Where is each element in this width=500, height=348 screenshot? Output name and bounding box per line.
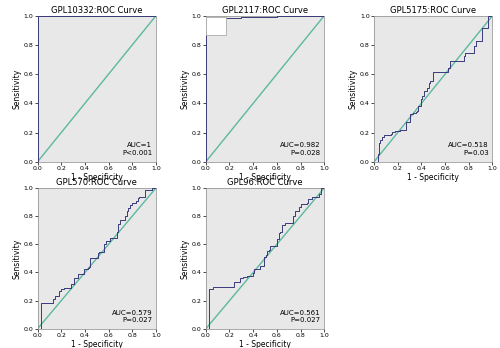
X-axis label: 1 - Specificity: 1 - Specificity <box>239 173 291 182</box>
Title: GPL570:ROC Curve: GPL570:ROC Curve <box>56 178 137 187</box>
Y-axis label: Sensitivity: Sensitivity <box>180 69 190 109</box>
Text: AUC=0.982
P=0.028: AUC=0.982 P=0.028 <box>280 142 320 156</box>
X-axis label: 1 - Specificity: 1 - Specificity <box>71 340 122 348</box>
Text: AUC=0.579
P=0.027: AUC=0.579 P=0.027 <box>112 310 152 323</box>
Y-axis label: Sensitivity: Sensitivity <box>349 69 358 109</box>
Title: GPL96:ROC Curve: GPL96:ROC Curve <box>227 178 303 187</box>
Text: AUC=0.561
P=0.027: AUC=0.561 P=0.027 <box>280 310 320 323</box>
Title: GPL2117:ROC Curve: GPL2117:ROC Curve <box>222 6 308 15</box>
X-axis label: 1 - Specificity: 1 - Specificity <box>408 173 459 182</box>
Text: AUC=1
P<0.001: AUC=1 P<0.001 <box>122 142 152 156</box>
X-axis label: 1 - Specificity: 1 - Specificity <box>71 173 122 182</box>
Y-axis label: Sensitivity: Sensitivity <box>12 238 22 278</box>
Y-axis label: Sensitivity: Sensitivity <box>180 238 190 278</box>
Title: GPL10332:ROC Curve: GPL10332:ROC Curve <box>51 6 142 15</box>
Title: GPL5175:ROC Curve: GPL5175:ROC Curve <box>390 6 476 15</box>
X-axis label: 1 - Specificity: 1 - Specificity <box>239 340 291 348</box>
Y-axis label: Sensitivity: Sensitivity <box>12 69 22 109</box>
Text: AUC=0.518
P=0.03: AUC=0.518 P=0.03 <box>448 142 489 156</box>
Bar <box>206 17 226 35</box>
